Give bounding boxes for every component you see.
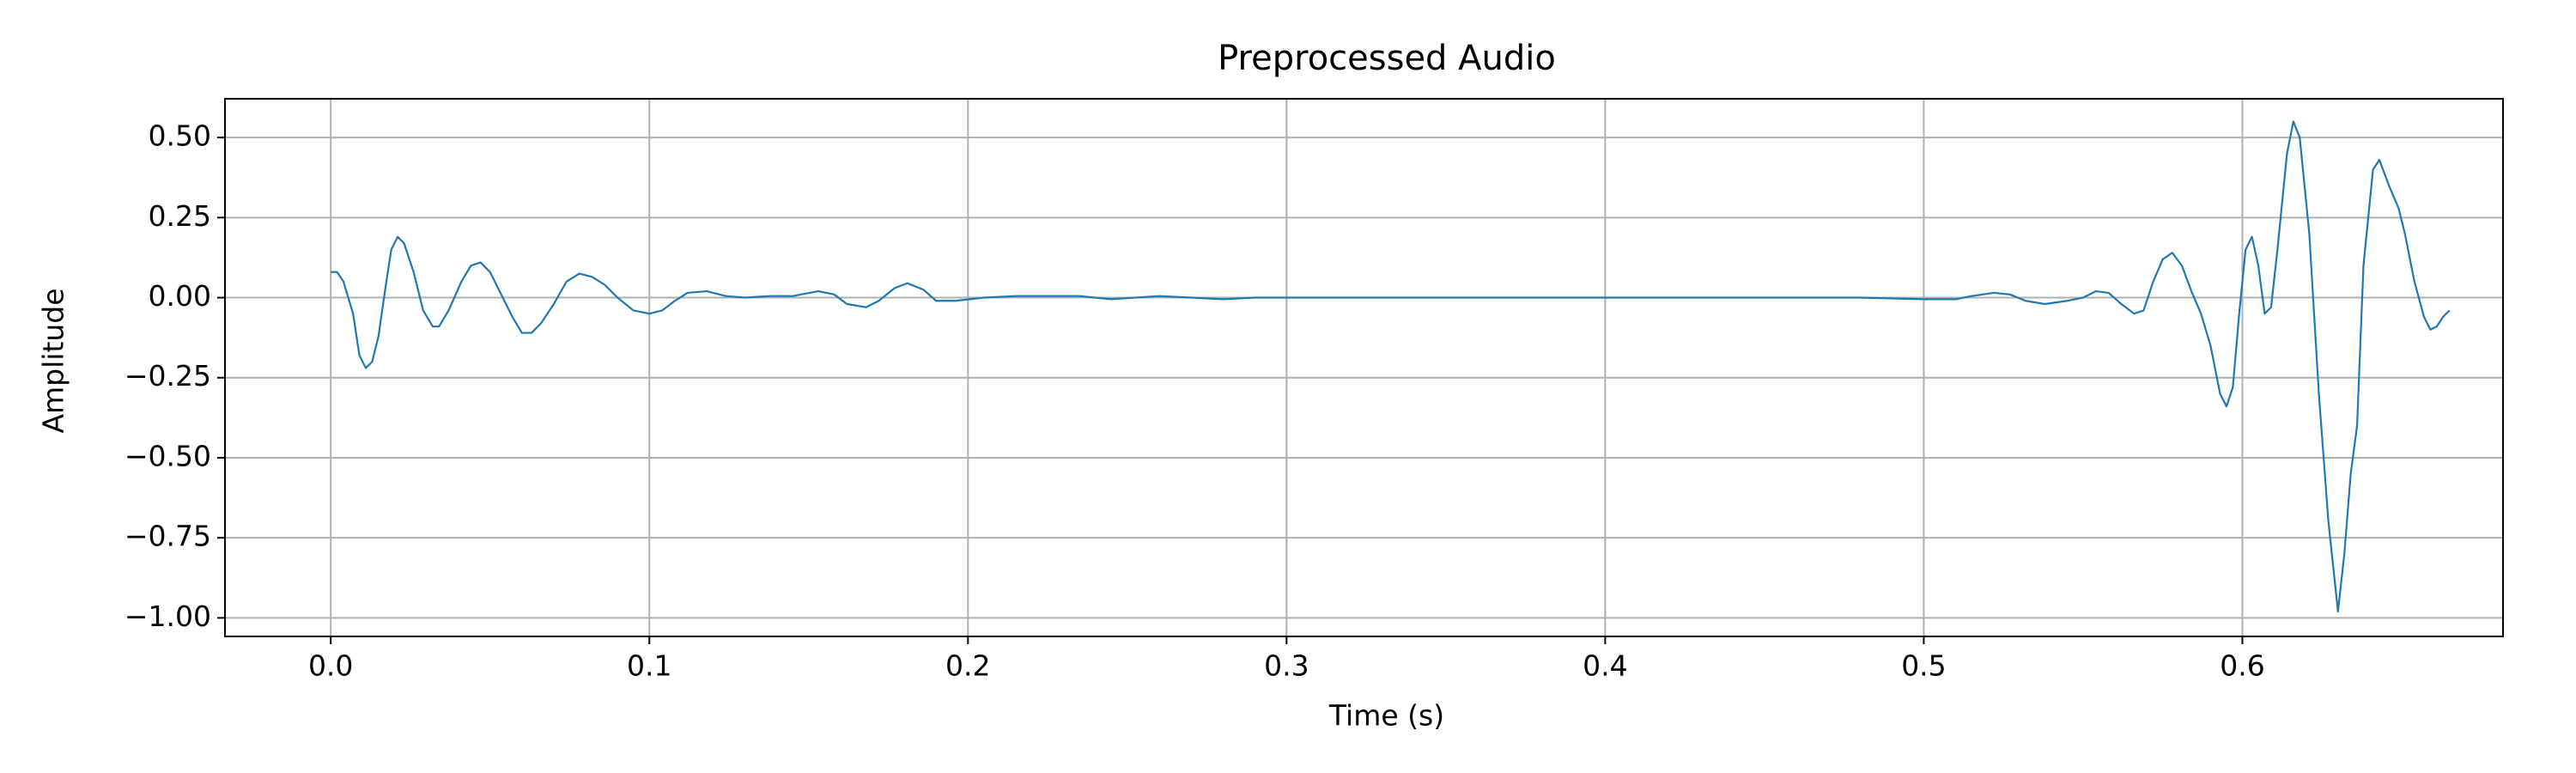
waveform-line [331,120,2451,613]
x-tick-label: 0.5 [1901,649,1946,683]
x-tick-label: 0.1 [627,649,671,683]
y-axis-label: Amplitude [37,288,70,433]
y-tick-label: 0.25 [149,199,211,233]
x-tick-label: 0.6 [2220,649,2264,683]
x-tick-label: 0.4 [1583,649,1627,683]
plot-frame [224,98,2504,637]
x-tick-label: 0.2 [945,649,990,683]
y-tick-label: 0.50 [149,119,211,153]
y-tick-label: 0.00 [149,279,211,313]
x-tick-label: 0.3 [1264,649,1309,683]
y-tick-label: −0.50 [125,439,211,472]
y-tick-label: −0.25 [125,359,211,393]
x-axis-label: Time (s) [1328,699,1444,733]
y-tick-label: −1.00 [125,600,211,633]
chart-title: Preprocessed Audio [1218,39,1556,78]
y-tick-label: −0.75 [125,520,211,553]
x-tick-label: 0.0 [308,649,353,683]
